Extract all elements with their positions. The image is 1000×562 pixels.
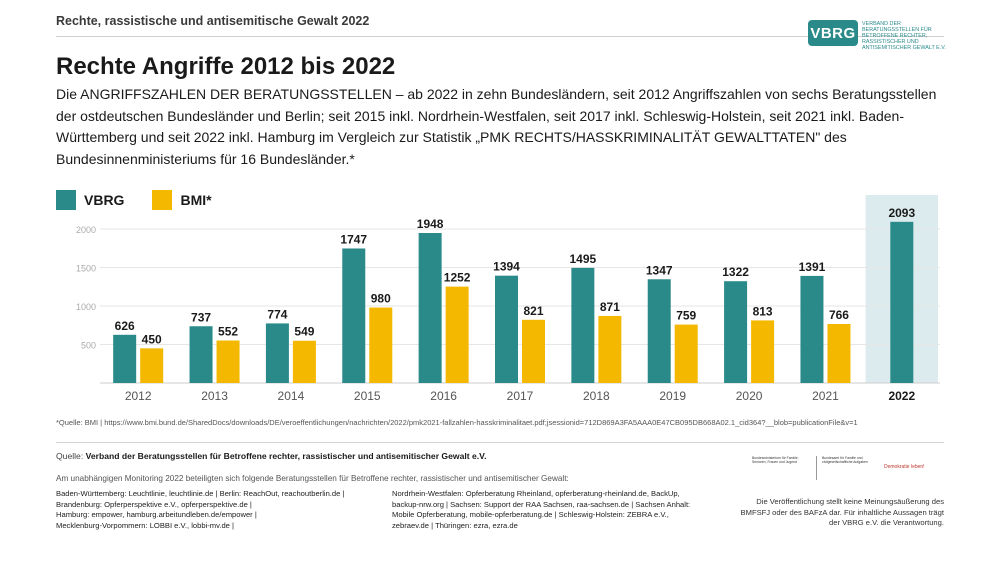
- monitoring-list-right: Nordrhein-Westfalen: Opferberatung Rhein…: [392, 489, 702, 531]
- data-label-vbrg: 1495: [570, 252, 597, 266]
- funder-logos: Bundesministerium für Familie, Senioren,…: [752, 456, 944, 484]
- disclaimer: Die Veröffentlichung stellt keine Meinun…: [740, 497, 944, 527]
- data-label-vbrg: 1391: [799, 260, 826, 274]
- monitoring-line: zebraev.de | Thüringen: ezra, ezra.de: [392, 520, 518, 530]
- monitoring-intro: Am unabhängigen Monitoring 2022 beteilig…: [56, 474, 569, 483]
- data-label-vbrg: 737: [191, 310, 211, 324]
- bar-bmi: [140, 348, 164, 383]
- bar-vbrg: [189, 326, 213, 383]
- logo-badge: VBRG: [808, 20, 858, 46]
- vbrg-logo: VBRG Verband der Beratungsstellen für Be…: [808, 20, 948, 51]
- data-label-vbrg: 1948: [417, 217, 444, 231]
- bar-bmi: [292, 340, 316, 383]
- x-tick-label: 2021: [812, 389, 839, 403]
- bar-vbrg: [495, 275, 518, 383]
- x-tick-label: 2015: [354, 389, 381, 403]
- data-label-vbrg: 1394: [493, 260, 520, 274]
- bar-bmi: [445, 286, 469, 383]
- monitoring-line: Baden-Württemberg: Leuchtlinie, leuchtli…: [56, 489, 345, 498]
- monitoring-line: Mecklenburg-Vorpommern: LOBBI e.V., lobb…: [56, 520, 234, 530]
- page-title: Rechte Angriffe 2012 bis 2022: [56, 53, 396, 80]
- chart-legend: VBRG BMI*: [56, 190, 240, 210]
- x-tick-label: 2016: [430, 389, 457, 403]
- bafza-logo: Bundesamt für Familie und zivilgesellsch…: [822, 456, 868, 464]
- x-tick-label: 2022: [888, 389, 915, 403]
- data-label-bmi: 813: [753, 304, 773, 318]
- monitoring-line: backup-nrw.org | Sachsen: Support der RA…: [392, 499, 691, 509]
- bar-bmi: [674, 324, 698, 383]
- data-label-bmi: 871: [600, 300, 620, 314]
- monitoring-line: Nordrhein-Westfalen: Opferberatung Rhein…: [392, 489, 680, 498]
- y-tick-label: 2000: [76, 225, 96, 235]
- bar-vbrg: [724, 281, 748, 383]
- legend-label-bmi: BMI*: [180, 192, 212, 208]
- logo-subtext: Verband der Beratungsstellen für Betroff…: [862, 21, 946, 51]
- bar-vbrg: [647, 279, 671, 383]
- legend-item-bmi: BMI*: [152, 190, 212, 210]
- bar-bmi: [369, 307, 393, 383]
- x-tick-label: 2019: [659, 389, 686, 403]
- bar-vbrg: [342, 248, 366, 383]
- y-tick-label: 1000: [76, 302, 96, 312]
- bar-vbrg: [571, 267, 595, 383]
- bar-chart: 500 1000 1500 2000 626 450 2012 737 552 2013 774 54…: [76, 195, 940, 403]
- bar-vbrg: [418, 233, 442, 383]
- x-tick-label: 2012: [125, 389, 152, 403]
- monitoring-list-left: Baden-Württemberg: Leuchtlinie, leuchtli…: [56, 489, 386, 531]
- page-subtitle: Die ANGRIFFSZAHLEN DER BERATUNGSSTELLEN …: [56, 86, 937, 167]
- bmfsfj-logo: Bundesministerium für Familie, Senioren,…: [752, 456, 799, 464]
- x-tick-label: 2013: [201, 389, 228, 403]
- bar-bmi: [598, 315, 622, 383]
- data-label-vbrg: 1747: [340, 232, 367, 246]
- logo-divider: [816, 456, 817, 480]
- footnote: *Quelle: BMI | https://www.bmi.bund.de/S…: [56, 418, 858, 427]
- data-label-bmi: 821: [523, 304, 543, 318]
- data-label-vbrg: 626: [115, 319, 135, 333]
- bar-bmi: [522, 319, 545, 383]
- bar-vbrg: [113, 334, 137, 383]
- y-tick-label: 500: [81, 341, 96, 351]
- x-tick-label: 2018: [583, 389, 610, 403]
- legend-swatch-vbrg: [56, 190, 76, 210]
- source-line: Quelle: Verband der Beratungsstellen für…: [56, 451, 487, 461]
- top-label: Rechte, rassistische und antisemitische …: [56, 14, 370, 28]
- legend-swatch-bmi: [152, 190, 173, 210]
- source-text: Verband der Beratungsstellen für Betroff…: [85, 451, 487, 461]
- data-label-vbrg: 1322: [722, 265, 749, 279]
- data-label-bmi: 759: [676, 309, 696, 323]
- header-divider: [56, 36, 944, 37]
- data-label-vbrg: 2093: [888, 206, 915, 220]
- x-tick-label: 2017: [507, 389, 534, 403]
- y-tick-label: 1500: [76, 264, 96, 274]
- legend-item-vbrg: VBRG: [56, 190, 124, 210]
- bar-vbrg: [890, 221, 914, 383]
- data-label-bmi: 552: [218, 324, 238, 338]
- data-label-vbrg: 1347: [646, 263, 673, 277]
- monitoring-line: Mobile Opferberatung, mobile-opferberatu…: [392, 510, 669, 520]
- x-tick-label: 2014: [278, 389, 305, 403]
- data-label-bmi: 450: [142, 332, 162, 346]
- bar-bmi: [216, 340, 240, 383]
- monitoring-line: Hamburg: empower, hamburg.arbeitundleben…: [56, 510, 257, 520]
- data-label-bmi: 980: [371, 292, 391, 306]
- bar-vbrg: [265, 323, 289, 383]
- x-tick-label: 2020: [736, 389, 763, 403]
- bar-bmi: [827, 324, 851, 383]
- data-label-bmi: 766: [829, 308, 849, 322]
- data-label-bmi: 549: [294, 325, 314, 339]
- data-label-vbrg: 774: [267, 307, 287, 321]
- monitoring-line: Brandenburg: Opferperspektive e.V., opfe…: [56, 499, 252, 509]
- bar-vbrg: [800, 275, 824, 383]
- source-label: Quelle:: [56, 451, 84, 461]
- footer-divider: [56, 442, 944, 443]
- demokratie-leben-logo: Demokratie leben!: [884, 464, 925, 470]
- data-label-bmi: 1252: [444, 271, 471, 285]
- legend-label-vbrg: VBRG: [84, 192, 125, 208]
- bar-bmi: [751, 320, 775, 383]
